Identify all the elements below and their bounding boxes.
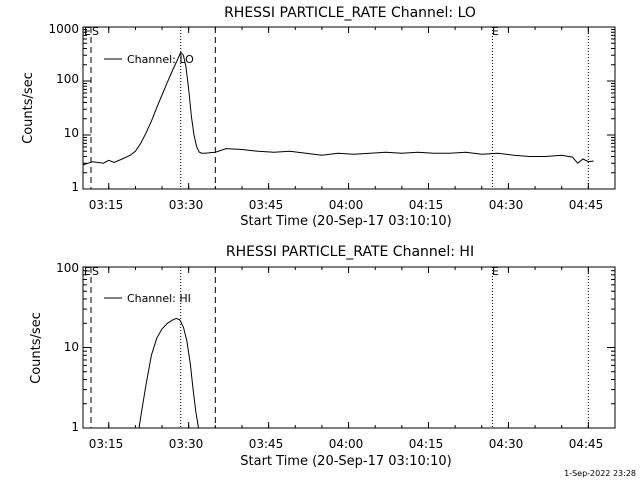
lo-channel-panel: RHESSI PARTICLE_RATE Channel: LO 1 10 10… — [21, 5, 616, 229]
x-tick-label: 04:00 — [329, 198, 364, 212]
y-tick-label: 10 — [64, 340, 79, 354]
marker-label-e: E — [84, 25, 91, 38]
y-axis-label: Counts/sec — [29, 312, 44, 384]
series-line — [82, 51, 594, 166]
y-axis-label: Counts/sec — [21, 72, 36, 144]
marker-label-e: E — [492, 25, 499, 38]
series-line — [138, 317, 199, 429]
legend: Channel: HI — [104, 292, 191, 305]
y-tick-label: 1000 — [48, 22, 79, 36]
x-tick-label: 04:30 — [489, 437, 524, 451]
legend-label: Channel: LO — [127, 53, 194, 66]
x-tick-label: 04:15 — [409, 198, 444, 212]
marker-label-s: S — [92, 265, 99, 278]
x-axis-label: Start Time (20-Sep-17 03:10:10) — [240, 214, 451, 229]
chart-title: RHESSI PARTICLE_RATE Channel: HI — [226, 244, 474, 260]
axis-ticks — [83, 26, 616, 190]
x-tick-label: 04:45 — [569, 437, 604, 451]
x-tick-labels: 03:15 03:30 03:45 04:00 04:15 04:30 04:4… — [89, 198, 604, 212]
x-tick-label: 03:45 — [249, 198, 284, 212]
y-tick-label: 10 — [64, 126, 79, 140]
y-tick-label: 100 — [56, 261, 79, 275]
y-tick-labels: 1 10 100 1000 — [48, 22, 79, 194]
marker-label-e: E — [84, 265, 91, 278]
x-tick-label: 03:15 — [89, 198, 124, 212]
axis-ticks — [83, 266, 616, 429]
x-tick-label: 04:30 — [489, 198, 524, 212]
y-tick-labels: 1 10 100 — [56, 261, 79, 434]
x-tick-label: 04:15 — [409, 437, 444, 451]
legend-label: Channel: HI — [127, 292, 191, 305]
marker-label-s: S — [92, 25, 99, 38]
marker-label-e: E — [492, 265, 499, 278]
chart-title: RHESSI PARTICLE_RATE Channel: LO — [224, 5, 476, 21]
plot-frame — [82, 26, 616, 190]
x-tick-label: 04:45 — [569, 198, 604, 212]
footer-timestamp: 1-Sep-2022 23:28 — [564, 469, 636, 478]
data-series — [82, 51, 594, 166]
y-tick-label: 1 — [71, 420, 79, 434]
x-tick-label: 04:00 — [329, 437, 364, 451]
y-tick-label: 100 — [56, 72, 79, 86]
x-tick-labels: 03:15 03:30 03:45 04:00 04:15 04:30 04:4… — [89, 437, 604, 451]
data-series — [138, 317, 199, 429]
hi-channel-panel: RHESSI PARTICLE_RATE Channel: HI 1 10 10… — [29, 244, 616, 469]
x-tick-label: 03:30 — [169, 437, 204, 451]
x-tick-label: 03:15 — [89, 437, 124, 451]
x-tick-label: 03:30 — [169, 198, 204, 212]
legend: Channel: LO — [104, 53, 194, 66]
x-tick-label: 03:45 — [249, 437, 284, 451]
y-tick-label: 1 — [71, 180, 79, 194]
x-axis-label: Start Time (20-Sep-17 03:10:10) — [240, 454, 451, 469]
time-markers — [90, 267, 589, 428]
time-markers — [90, 27, 589, 189]
